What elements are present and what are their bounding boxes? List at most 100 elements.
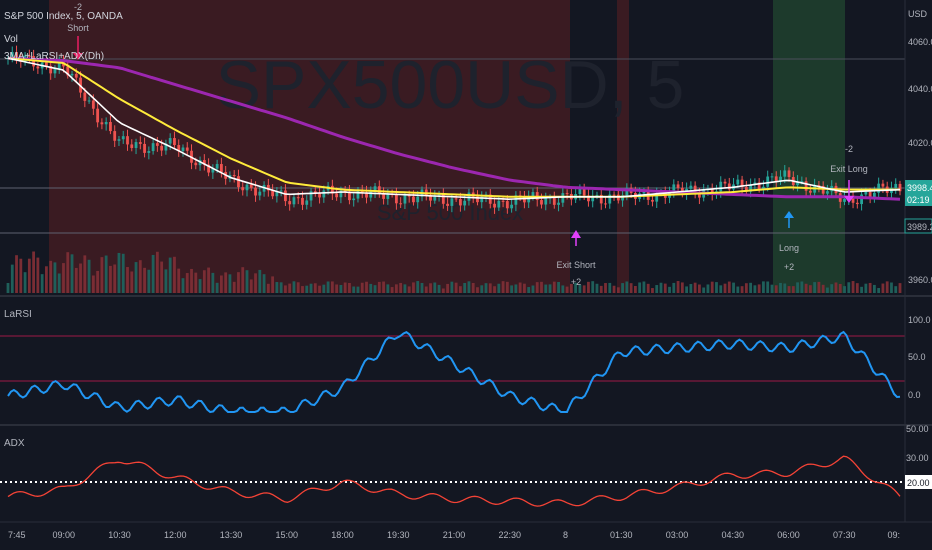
volume-bar [369, 283, 373, 293]
volume-bar [531, 285, 535, 293]
time-axis[interactable] [0, 522, 932, 550]
volume-bar [70, 254, 74, 293]
candle-body [881, 183, 885, 187]
time-tick: 12:00 [164, 530, 187, 540]
ma-fast-line [7, 57, 901, 201]
volume-legend[interactable]: Vol [4, 34, 18, 45]
volume-bar [646, 283, 650, 293]
volume-bar [523, 283, 526, 293]
candle-body [194, 162, 198, 166]
larsi-line [7, 330, 901, 414]
candle-body [552, 197, 556, 205]
candle-body [454, 198, 458, 200]
candle-body [403, 195, 407, 204]
study-legend[interactable]: 3MA+LaRSI+ADX(Dh) [4, 51, 105, 62]
volume-bar [301, 286, 304, 293]
candle-body [181, 147, 185, 152]
volume-bar [377, 281, 381, 293]
volume-bar [766, 281, 770, 293]
candle-body [557, 202, 560, 205]
volume-bar [821, 284, 825, 293]
candle-body [352, 198, 356, 201]
short-region-2 [617, 0, 629, 293]
signal-long-qty: +2 [784, 262, 794, 272]
price-tick: 3960.0 [908, 275, 932, 285]
volume-bar [424, 286, 428, 293]
volume-bar [143, 267, 146, 293]
candle-body [740, 179, 744, 188]
volume-bar [727, 281, 731, 293]
volume-bar [877, 288, 881, 293]
volume-bar [249, 279, 253, 293]
volume-bar [740, 286, 744, 293]
signal-long-arrow-icon [784, 211, 794, 218]
signal-exit-long[interactable]: -2 Exit Long [830, 144, 868, 203]
candle-body [523, 197, 526, 203]
volume-bar [804, 283, 808, 293]
volume-bar [399, 282, 403, 293]
volume-bar [215, 282, 219, 293]
candle-body [100, 122, 104, 125]
candle-body [757, 182, 761, 190]
volume-bar [736, 286, 740, 293]
candle-body [91, 100, 95, 109]
candle-body [493, 203, 496, 208]
candle-body [266, 184, 270, 191]
signal-short[interactable]: -2 Short [67, 2, 89, 60]
candle-body [894, 183, 898, 189]
candle-body [168, 138, 172, 144]
time-tick: 7:45 [8, 530, 26, 540]
candle-body [450, 198, 454, 206]
candle-body [10, 52, 14, 59]
volume-bar [279, 282, 283, 293]
volume-bar [749, 282, 753, 293]
volume-bar [433, 282, 437, 293]
volume-bar [173, 256, 176, 293]
volume-bar [305, 285, 309, 293]
volume-bar [232, 281, 236, 293]
volume-bar [540, 281, 543, 293]
volume-bar [868, 282, 872, 293]
volume-bar [633, 285, 637, 293]
candle-body [335, 193, 339, 198]
volume-bar [604, 283, 607, 293]
candle-body [591, 195, 595, 202]
volume-bar [40, 274, 44, 293]
price-tick: 4060.0 [908, 37, 932, 47]
candle-body [147, 151, 151, 153]
volume-bar [463, 282, 467, 293]
volume-bar [817, 281, 821, 293]
candle-body [762, 186, 765, 190]
signal-exit-short-arrow-icon [571, 230, 581, 238]
symbol-title[interactable]: S&P 500 Index, 5, OANDA [4, 11, 123, 22]
volume-bar [642, 281, 646, 293]
candle-body [309, 191, 313, 201]
volume-bar [518, 282, 522, 293]
volume-bar [126, 267, 129, 293]
candle-body [356, 190, 360, 199]
candle-body [587, 195, 590, 202]
candle-body [87, 100, 91, 102]
signal-long[interactable]: Long +2 [779, 211, 799, 272]
time-tick: 07:30 [833, 530, 856, 540]
candle-body [109, 122, 112, 132]
signal-exit-short[interactable]: Exit Short +2 [556, 230, 596, 287]
candle-body [544, 198, 548, 205]
volume-bar [296, 282, 300, 293]
volume-bar [890, 282, 893, 293]
volume-bar [6, 283, 10, 293]
candle-body [578, 188, 582, 195]
volume-bar [224, 272, 228, 293]
candle-body [121, 136, 125, 140]
signal-exit-short-label: Exit Short [556, 260, 596, 270]
volume-bar [109, 265, 112, 293]
volume-bar [830, 284, 834, 293]
volume-bar [723, 283, 727, 293]
candle-body [237, 176, 240, 188]
time-tick: 03:00 [666, 530, 689, 540]
volume-bar [808, 285, 812, 293]
candle-body [561, 193, 565, 203]
volume-bar [446, 283, 449, 293]
candle-body [459, 199, 462, 206]
